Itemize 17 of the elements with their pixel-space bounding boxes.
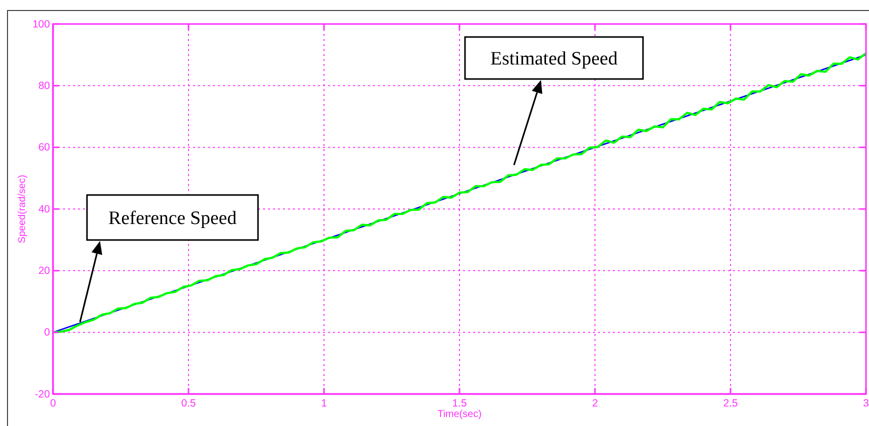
annotation: Reference Speed [108, 208, 238, 229]
x-tick-label: 2.5 [723, 397, 738, 410]
y-tick-label: 80 [38, 80, 50, 92]
y-tick-label: 20 [38, 265, 50, 278]
x-tick-label: 3 [863, 397, 869, 410]
y-tick-label: -20 [34, 388, 50, 400]
y-tick-label: 100 [32, 18, 50, 30]
y-axis-title: Speed(rad/sec) [17, 174, 28, 244]
y-tick-label: 60 [38, 142, 50, 154]
y-tick-label: 40 [38, 203, 50, 216]
x-axis-title: Time(sec) [437, 409, 482, 420]
x-tick-label: 0.5 [181, 397, 196, 410]
y-tick-label: 0 [44, 326, 50, 339]
annotation: Estimated Speed [490, 48, 618, 70]
x-tick-label: 1.5 [452, 397, 467, 410]
x-tick-label: 2 [592, 397, 598, 410]
x-tick-label: 1 [321, 397, 328, 410]
